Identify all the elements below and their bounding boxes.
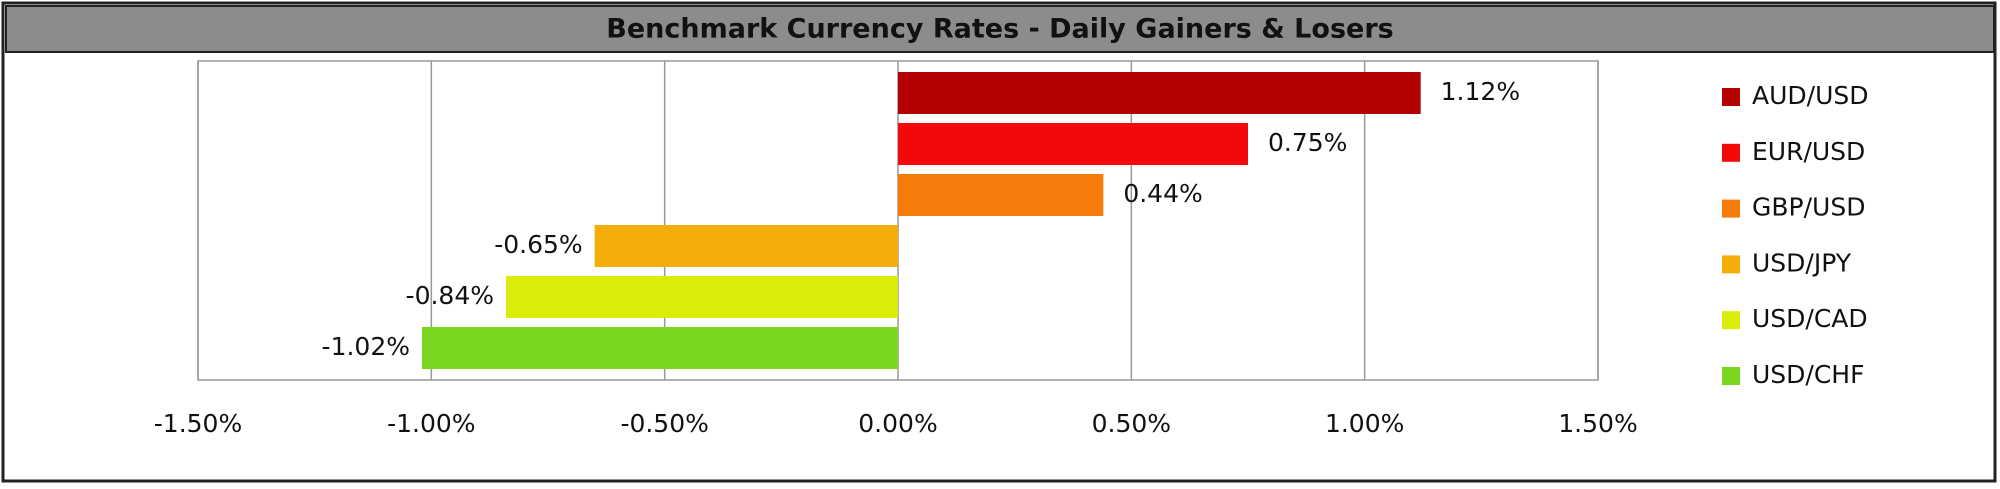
x-tick-label: -0.50% <box>620 409 708 438</box>
x-tick-label: -1.50% <box>154 409 242 438</box>
title-bar <box>5 5 1995 53</box>
data-label: 0.75% <box>1268 128 1347 157</box>
bar <box>506 276 898 318</box>
data-label: 1.12% <box>1441 77 1520 106</box>
data-label: -0.65% <box>494 230 582 259</box>
x-tick-label: 1.50% <box>1558 409 1637 438</box>
legend-swatch <box>1722 367 1740 385</box>
bar <box>422 327 898 369</box>
legend-label: USD/CAD <box>1752 304 1868 333</box>
legend-swatch <box>1722 311 1740 330</box>
legend-label: EUR/USD <box>1752 137 1865 166</box>
legend-label: AUD/USD <box>1752 81 1869 110</box>
legend-swatch <box>1722 255 1740 274</box>
legend-swatch <box>1722 143 1740 162</box>
bar <box>594 225 898 267</box>
data-label: 0.44% <box>1123 179 1202 208</box>
chart-title: Benchmark Currency Rates - Daily Gainers… <box>606 14 1393 45</box>
x-tick-label: 0.00% <box>858 409 937 438</box>
legend-label: USD/JPY <box>1752 248 1852 277</box>
x-tick-label: 0.50% <box>1092 409 1171 438</box>
data-label: -1.02% <box>322 332 410 361</box>
data-label: -0.84% <box>406 281 494 310</box>
legend-label: USD/CHF <box>1752 360 1864 389</box>
legend-swatch <box>1722 88 1740 106</box>
bar <box>898 123 1248 165</box>
bar <box>898 174 1104 216</box>
x-tick-label: -1.00% <box>387 409 475 438</box>
legend-swatch <box>1722 199 1740 218</box>
legend-label: GBP/USD <box>1752 193 1865 222</box>
x-tick-label: 1.00% <box>1325 409 1404 438</box>
bar <box>898 72 1421 114</box>
